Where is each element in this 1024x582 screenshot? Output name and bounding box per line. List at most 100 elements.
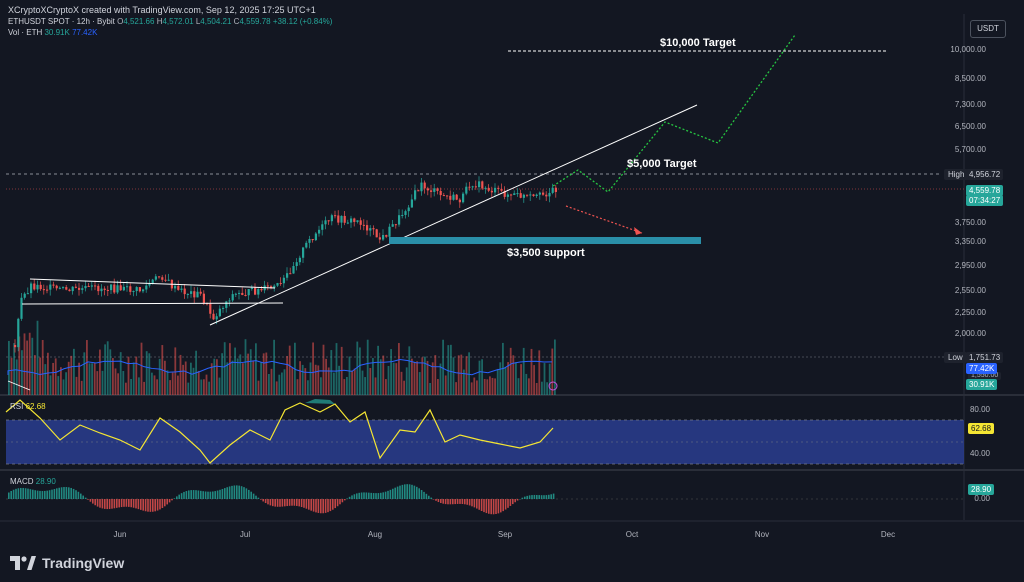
volume-bar [348, 356, 351, 395]
macd-histogram-bar [356, 493, 358, 499]
candle-body [87, 285, 90, 287]
tradingview-logo[interactable]: TradingView [10, 555, 124, 571]
macd-histogram-bar [310, 499, 312, 511]
volume-bar [426, 360, 429, 395]
macd-histogram-bar [116, 499, 118, 508]
candle-body [494, 187, 497, 193]
volume-bar [205, 374, 208, 395]
volume-bar [278, 374, 281, 395]
volume-bar [80, 380, 83, 395]
volume-bar [309, 362, 312, 395]
candle-body [407, 207, 410, 212]
brand-name: TradingView [42, 555, 125, 571]
volume-bar [132, 362, 135, 395]
candle-body [142, 289, 145, 292]
quote-currency-button[interactable]: USDT [970, 20, 1006, 38]
price-axis-label-p2550: 2,550.00 [954, 286, 986, 295]
macd-histogram-bar [128, 499, 130, 507]
macd-histogram-bar [483, 499, 485, 513]
macd-histogram-bar [432, 499, 435, 500]
macd-histogram-bar [269, 499, 272, 506]
candle-body [279, 283, 282, 285]
price-axis-label-p6500: 6,500.00 [954, 122, 986, 131]
volume-bar [288, 345, 291, 395]
macd-histogram-bar [363, 492, 365, 499]
macd-histogram-bar [15, 488, 17, 499]
macd-histogram-bar [375, 493, 377, 499]
macd-histogram-bar [406, 484, 408, 499]
high-tag-label: High [944, 169, 969, 180]
volume-bar [41, 339, 44, 395]
volume-bar [522, 347, 525, 395]
macd-histogram-bar [416, 486, 418, 499]
volume-bar [187, 382, 190, 395]
macd-histogram-bar [190, 490, 192, 499]
macd-histogram-bar [495, 499, 497, 515]
candle-body [292, 266, 295, 274]
volume-ma-line [7, 359, 553, 376]
candle-body [46, 289, 49, 291]
candle-body [474, 186, 477, 188]
macd-histogram-bar [120, 499, 123, 508]
macd-histogram-bar [284, 499, 286, 507]
candle-body [190, 291, 193, 294]
volume-bar [145, 351, 148, 395]
volume-bar [395, 363, 398, 395]
candle-body [529, 194, 532, 196]
volume-bar [286, 356, 288, 395]
volume-bar [504, 366, 507, 395]
candle-body [151, 279, 154, 284]
candle-body [526, 194, 529, 196]
macd-histogram-bar [437, 499, 440, 503]
volume-bar [299, 361, 301, 395]
target-10000-label[interactable]: $10,000 Target [660, 37, 736, 49]
volume-bar [36, 320, 39, 395]
volume-bar [496, 368, 499, 395]
macd-histogram-bar [473, 499, 476, 508]
volume-bar [543, 363, 546, 395]
volume-bar [512, 355, 515, 395]
macd-legend[interactable]: MACD 28.90 [10, 477, 56, 486]
candle-body [362, 224, 365, 226]
volume-bar [138, 377, 140, 395]
candle-body [442, 195, 445, 197]
macd-histogram-bar [456, 499, 459, 504]
candle-body [468, 186, 471, 188]
symbol-name[interactable]: ETHUSDT SPOT · 12h · Bybit [8, 17, 115, 26]
target-5000-label[interactable]: $5,000 Target [627, 158, 697, 170]
volume-label[interactable]: Vol · ETH [8, 28, 43, 37]
volume-bar [200, 379, 203, 395]
candle-body [106, 289, 109, 291]
support-3500-label[interactable]: $3,500 support [507, 247, 585, 259]
macd-histogram-bar [332, 499, 334, 510]
candle-body [154, 276, 157, 280]
rsi-legend[interactable]: RSI 62.68 [10, 402, 46, 411]
macd-histogram-bar [27, 488, 29, 499]
macd-histogram-bar [370, 492, 372, 499]
volume-bar [463, 369, 465, 395]
candle-body [94, 285, 97, 287]
volume-bar [507, 362, 509, 395]
candle-body [446, 195, 449, 197]
volume-bar [117, 373, 119, 395]
volume-bar [281, 372, 283, 395]
volume-bar [353, 368, 356, 395]
macd-histogram-bar [87, 499, 89, 500]
volume-bar [317, 365, 320, 395]
candle-body [177, 285, 180, 290]
rsi-axis-40: 40.00 [969, 449, 990, 458]
macd-histogram-bar [464, 499, 466, 505]
volume-bar [517, 378, 520, 395]
volume-bar [351, 370, 353, 395]
candle-body [193, 291, 196, 298]
candle-body [148, 283, 151, 286]
volume-bar [452, 357, 455, 395]
candle-body [17, 318, 20, 348]
candle-body [68, 289, 71, 292]
candle-body [385, 235, 388, 237]
volume-bar [197, 370, 200, 395]
macd-histogram-bar [348, 496, 351, 499]
macd-histogram-bar [322, 499, 324, 514]
volume-bar [325, 358, 327, 395]
